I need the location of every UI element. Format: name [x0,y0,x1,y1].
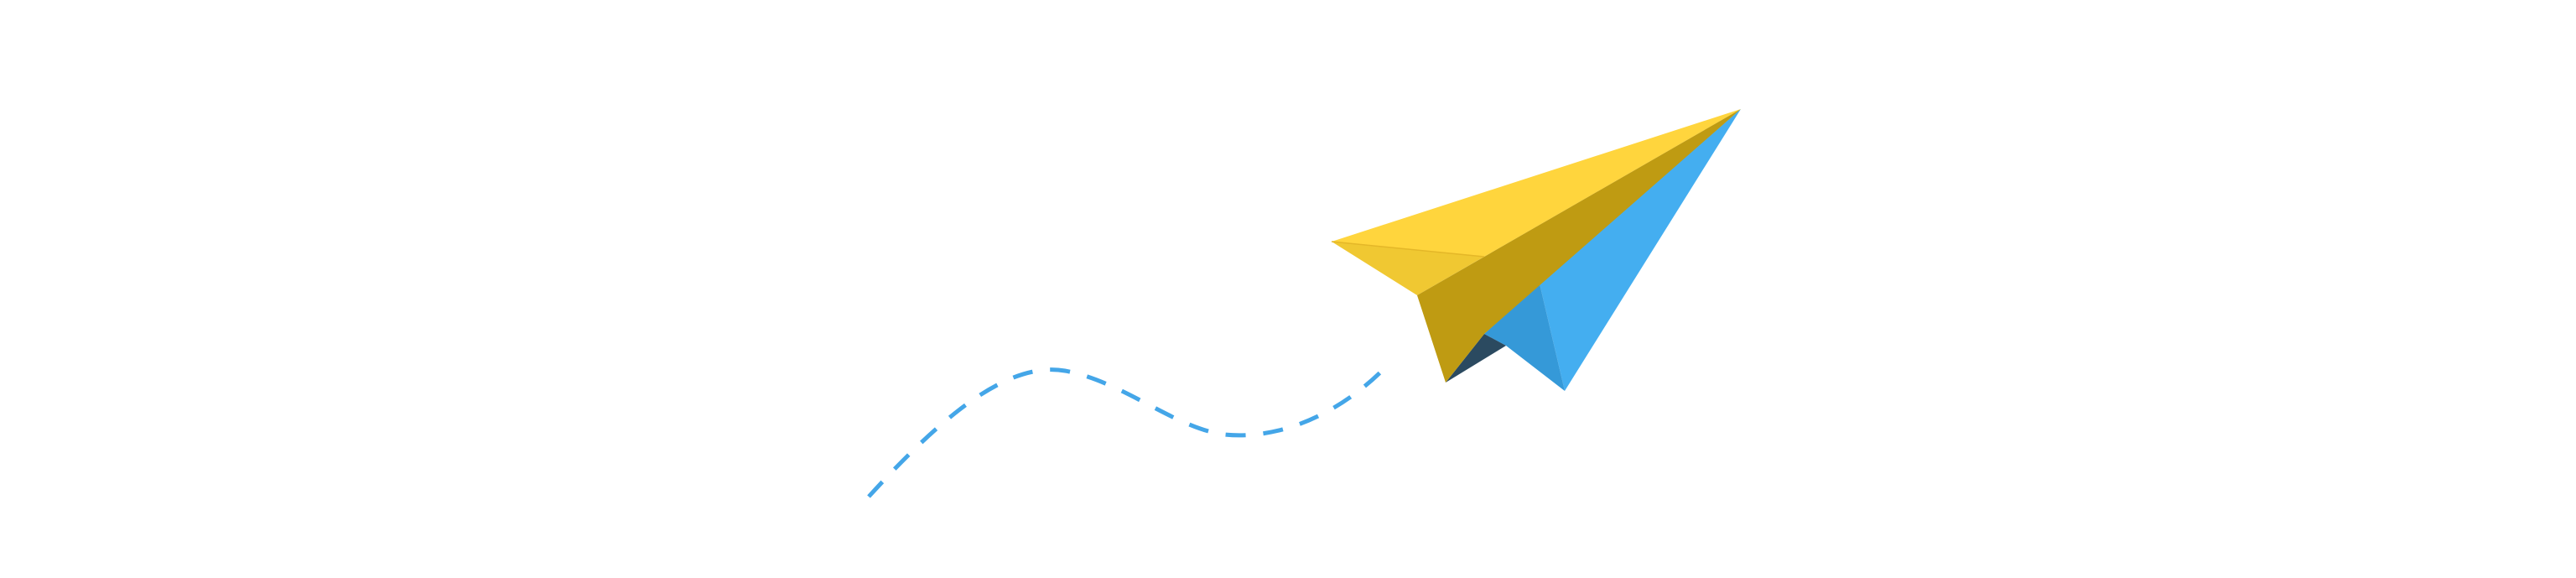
plane-body-light [1540,109,1741,391]
plane-wing-under [1332,242,1484,295]
plane-keel [1417,109,1741,383]
plane-wing-crease [1331,241,1485,258]
plane-tail-dark [1446,334,1506,383]
plane-body-mid [1484,284,1565,391]
dashed-flight-trail [867,367,1385,498]
plane-wing-top [1332,109,1741,257]
paper-plane-icon [1331,109,1741,391]
